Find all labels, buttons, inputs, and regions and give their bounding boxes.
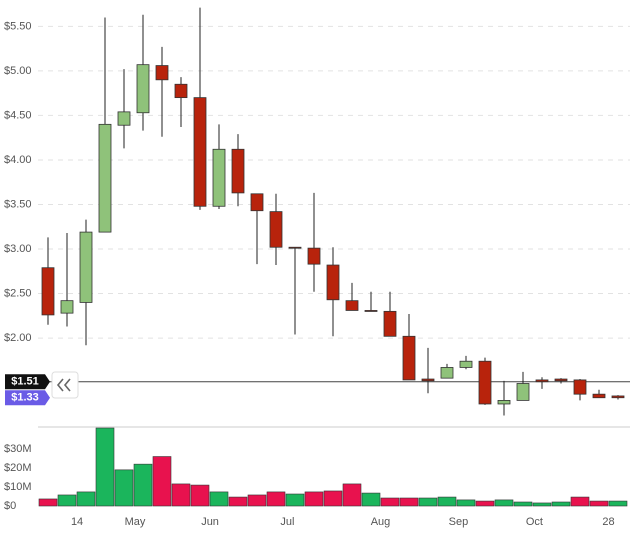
y-tick-label: $3.50 [4,198,32,210]
volume-bar [323,490,343,507]
volume-bar [152,456,172,507]
volume-bar [190,484,210,507]
volume-bar [551,501,571,507]
volume-bar [437,496,457,507]
volume-bar [513,501,533,507]
y-tick-label: $0 [4,500,16,512]
candle-body [98,123,112,233]
price-marker-label: $1.33 [11,392,39,404]
candle-body [383,310,397,337]
volume-bar [285,493,305,507]
volume-bar [209,491,229,507]
volume-bar [76,491,96,507]
y-tick-label: $5.00 [4,65,32,77]
volume-bar [456,499,476,507]
x-tick-label: 14 [71,516,83,528]
volume-bar [228,496,248,507]
collapse-icon [56,378,71,392]
volume-bar [380,497,400,507]
candle-body [174,83,188,99]
volume-bar [171,483,191,507]
volume-bar [399,497,419,507]
volume-bar [361,492,381,507]
y-tick-label: $20M [4,462,32,474]
candle-body [592,393,606,399]
candle-body [269,211,283,248]
x-tick-label: 28 [602,516,614,528]
candle-body [212,148,226,207]
volume-bar [304,491,324,507]
candle-body [345,300,359,311]
volume-bar [95,427,115,507]
volume-bar [342,483,362,507]
candle-body [440,367,454,379]
volume-bar [532,502,552,507]
x-tick-label: Jul [280,516,294,528]
y-tick-label: $4.50 [4,109,32,121]
volume-bar [418,497,438,507]
candle-body [117,111,131,126]
y-tick-label: $3.00 [4,243,32,255]
volume-bar [38,498,58,507]
candle-body [516,383,530,401]
volume-bar [133,463,153,507]
candle-body [459,360,473,368]
volume-bar [494,499,514,507]
y-tick-label: $2.00 [4,332,32,344]
volume-bar [266,491,286,507]
y-tick-label: $10M [4,481,32,493]
volume-bar [57,494,77,507]
candle-body [478,360,492,405]
candle-body [364,310,378,312]
candle-body [288,246,302,249]
y-tick-label: $4.00 [4,154,32,166]
volume-bar [608,500,628,507]
y-tick-label: $5.50 [4,20,32,32]
price-marker-label: $1.51 [11,376,39,388]
volume-bar [570,496,590,507]
candle-body [326,264,340,301]
candle-body [554,378,568,382]
candle-body [307,247,321,265]
candle-body [60,300,74,314]
candle-body [402,335,416,381]
candle-body [41,267,55,316]
candle-body [535,379,549,383]
y-tick-label: $30M [4,443,32,455]
volume-bar [114,469,134,507]
candle-body [231,148,245,194]
volume-bar [247,494,267,507]
candle-body [497,400,511,405]
candle-body [421,378,435,382]
volume-bar [589,500,609,507]
x-tick-label: Aug [371,516,391,528]
price-marker [5,390,50,406]
x-tick-label: May [125,516,146,528]
candle-body [250,193,264,212]
x-tick-label: Oct [526,516,543,528]
volume-bar [475,500,495,507]
y-tick-label: $2.50 [4,287,32,299]
candle-body [573,379,587,395]
candle-body [79,231,93,303]
x-tick-label: Jun [201,516,219,528]
x-tick-label: Sep [449,516,469,528]
candle-body [155,65,169,81]
candle-body [611,395,625,399]
candle-body [136,64,150,114]
candle-body [193,97,207,207]
price-marker [5,374,50,390]
